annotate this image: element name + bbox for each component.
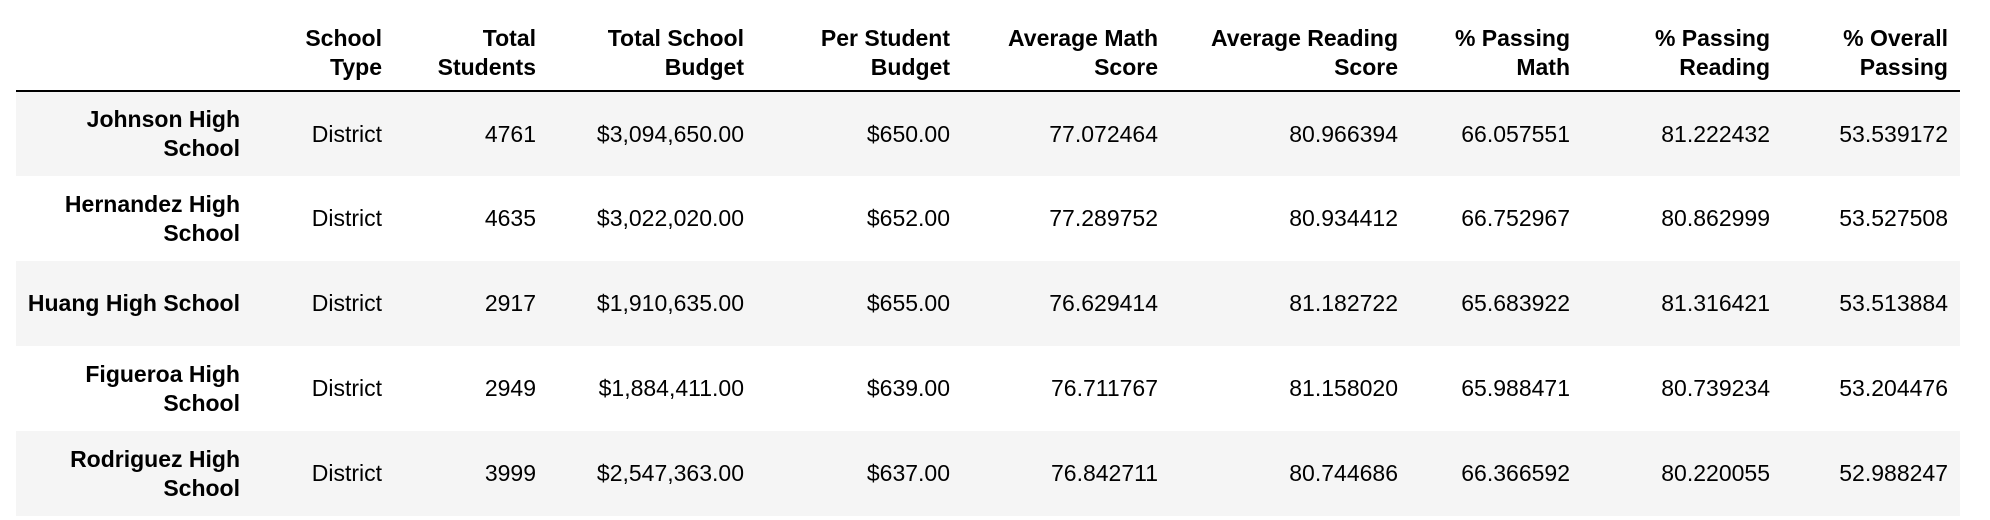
cell-total-students: 4635 [484,205,536,231]
cell-total-school-budget: $3,022,020.00 [596,205,744,231]
cell-average-math-score: 77.072464 [1049,120,1158,147]
column-header-passing-reading: % Passing Reading [1654,25,1770,80]
table-body: Johnson High School District 4761 $3,094… [16,91,1960,516]
cell-average-reading-score: 80.934412 [1289,205,1398,231]
column-header-school-type: School Type [305,25,382,80]
cell-passing-math: 65.683922 [1461,290,1570,316]
cell-passing-reading: 80.739234 [1661,375,1770,401]
cell-average-reading-score: 81.158020 [1289,375,1398,401]
cell-passing-math: 66.366592 [1461,460,1570,486]
cell-average-math-score: 76.629414 [1049,290,1158,316]
cell-average-math-score: 76.842711 [1050,460,1158,486]
cell-passing-math: 66.752967 [1461,205,1570,231]
table-header: School Type Total Students Total School … [16,14,1960,91]
table-row: Huang High School District 2917 $1,910,6… [16,261,1960,346]
cell-total-students: 3999 [484,460,536,486]
cell-average-reading-score: 81.182722 [1289,290,1398,316]
header-row: School Type Total Students Total School … [16,14,1960,91]
cell-total-students: 4761 [484,120,536,147]
index-header [16,14,262,91]
cell-school-type: District [311,290,382,316]
cell-per-student-budget: $652.00 [866,205,950,231]
cell-per-student-budget: $637.00 [866,460,950,486]
cell-school-type: District [311,460,382,486]
cell-total-school-budget: $3,094,650.00 [596,120,744,147]
cell-per-student-budget: $655.00 [866,290,950,316]
row-label: Figueroa High School [85,360,240,416]
row-label: Huang High School [27,290,240,316]
table-row: Rodriguez High School District 3999 $2,5… [16,431,1960,516]
cell-total-school-budget: $1,884,411.00 [598,375,744,401]
cell-passing-reading: 80.220055 [1661,460,1770,486]
cell-average-reading-score: 80.966394 [1289,120,1398,147]
school-summary-table: School Type Total Students Total School … [16,14,1960,516]
cell-total-school-budget: $2,547,363.00 [596,460,744,486]
cell-total-school-budget: $1,910,635.00 [596,290,744,316]
column-header-average-reading-score: Average Reading Score [1210,25,1398,80]
cell-total-students: 2917 [484,290,536,316]
column-header-total-students: Total Students [437,25,536,80]
cell-school-type: District [311,120,382,147]
column-header-overall-passing: % Overall Passing [1843,25,1948,80]
column-header-average-math-score: Average Math Score [1008,25,1158,80]
cell-passing-reading: 81.316421 [1661,290,1770,316]
cell-overall-passing: 53.513884 [1839,290,1948,316]
table-row: Hernandez High School District 4635 $3,0… [16,176,1960,261]
cell-school-type: District [311,205,382,231]
cell-per-student-budget: $650.00 [866,120,950,147]
cell-overall-passing: 52.988247 [1839,460,1948,486]
cell-school-type: District [311,375,382,401]
cell-passing-reading: 81.222432 [1661,120,1770,147]
cell-passing-math: 66.057551 [1461,120,1570,147]
cell-average-reading-score: 80.744686 [1289,460,1398,486]
row-label: Rodriguez High School [70,445,240,501]
cell-passing-math: 65.988471 [1461,375,1570,401]
table-row: Figueroa High School District 2949 $1,88… [16,346,1960,431]
cell-overall-passing: 53.527508 [1839,205,1948,231]
row-label: Johnson High School [86,106,240,161]
cell-total-students: 2949 [484,375,536,401]
row-label: Hernandez High School [64,190,240,246]
cell-average-math-score: 77.289752 [1049,205,1158,231]
cell-passing-reading: 80.862999 [1661,205,1770,231]
cell-per-student-budget: $639.00 [866,375,950,401]
cell-average-math-score: 76.711767 [1050,375,1158,401]
cell-overall-passing: 53.204476 [1839,375,1948,401]
column-header-total-school-budget: Total School Budget [607,25,744,80]
table-row: Johnson High School District 4761 $3,094… [16,91,1960,176]
cell-overall-passing: 53.539172 [1839,120,1948,147]
column-header-passing-math: % Passing Math [1454,25,1570,80]
column-header-per-student-budget: Per Student Budget [820,25,950,80]
